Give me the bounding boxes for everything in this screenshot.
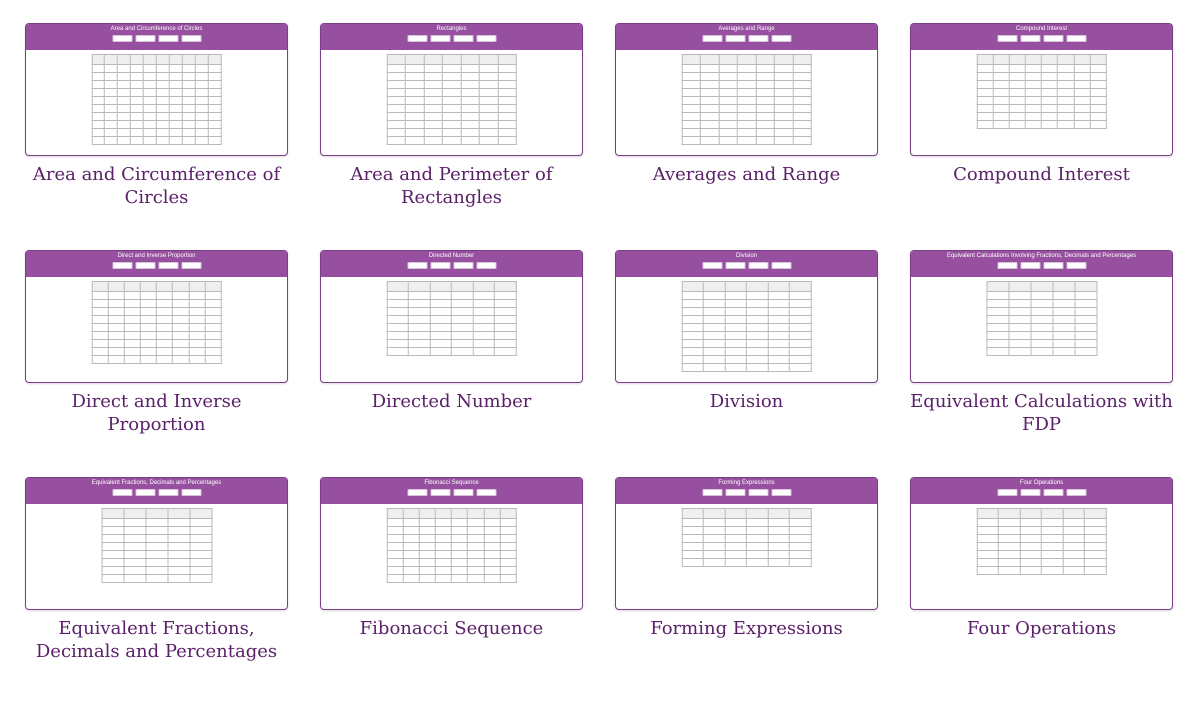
thumbnail-title: Area and Circumference of Circles [110, 26, 203, 32]
thumbnail-controls [997, 35, 1086, 42]
activity-card[interactable]: Division Division [615, 250, 878, 477]
thumbnail-controls [997, 262, 1086, 269]
thumbnail-worksheet-table [101, 508, 212, 583]
activity-title[interactable]: Equivalent Fractions, Decimals and Perce… [35, 618, 278, 662]
thumbnail-controls [702, 262, 791, 269]
thumbnail-title: Equivalent Fractions, Decimals and Perce… [91, 480, 222, 486]
activity-title[interactable]: Area and Circumference of Circles [32, 164, 281, 208]
thumbnail-header: Direct and Inverse Proportion [26, 251, 287, 277]
thumbnail-controls [702, 35, 791, 42]
thumbnail-worksheet-table [976, 54, 1107, 129]
thumbnail-worksheet-table [386, 281, 517, 356]
activity-title[interactable]: Direct and Inverse Proportion [71, 391, 242, 435]
thumbnail-worksheet-table [386, 54, 517, 145]
thumbnail-title: Forming Expressions [718, 480, 775, 486]
thumbnail-worksheet-table [681, 281, 812, 372]
activity-thumbnail[interactable]: Fibonacci Sequence [320, 477, 583, 610]
thumbnail-controls [407, 489, 496, 496]
thumbnail-controls [112, 489, 201, 496]
thumbnail-worksheet-table [976, 508, 1107, 575]
activity-card[interactable]: Averages and Range Averages and Range [615, 23, 878, 250]
thumbnail-worksheet-table [91, 54, 222, 145]
thumbnail-header: Compound Interest [911, 24, 1172, 50]
thumbnail-controls [112, 35, 201, 42]
activity-thumbnail[interactable]: Equivalent Fractions, Decimals and Perce… [25, 477, 288, 610]
activity-grid: Area and Circumference of Circles Area a… [25, 23, 1173, 704]
thumbnail-title: Averages and Range [718, 26, 775, 32]
thumbnail-title: Compound Interest [1015, 26, 1068, 32]
thumbnail-header: Forming Expressions [616, 478, 877, 504]
activity-thumbnail[interactable]: Averages and Range [615, 23, 878, 156]
thumbnail-header: Four Operations [911, 478, 1172, 504]
activity-thumbnail[interactable]: Directed Number [320, 250, 583, 383]
activity-title[interactable]: Equivalent Calculations with FDP [910, 391, 1173, 435]
thumbnail-header: Fibonacci Sequence [321, 478, 582, 504]
thumbnail-controls [407, 35, 496, 42]
thumbnail-title: Rectangles [436, 26, 467, 32]
thumbnail-controls [702, 489, 791, 496]
activity-card[interactable]: Fibonacci Sequence Fibonacci Sequence [320, 477, 583, 704]
activity-card[interactable]: Compound Interest Compound Interest [910, 23, 1173, 250]
activity-card[interactable]: Forming Expressions Forming Expressions [615, 477, 878, 704]
activity-card[interactable]: Four Operations Four Operations [910, 477, 1173, 704]
activity-title[interactable]: Area and Perimeter of Rectangles [350, 164, 553, 208]
activity-thumbnail[interactable]: Equivalent Calculations Involving Fracti… [910, 250, 1173, 383]
activity-card[interactable]: Rectangles Area and Perimeter of Rectang… [320, 23, 583, 250]
activity-card[interactable]: Area and Circumference of Circles Area a… [25, 23, 288, 250]
activity-thumbnail[interactable]: Forming Expressions [615, 477, 878, 610]
thumbnail-header: Directed Number [321, 251, 582, 277]
activity-title[interactable]: Directed Number [371, 391, 532, 412]
thumbnail-header: Equivalent Calculations Involving Fracti… [911, 251, 1172, 277]
thumbnail-header: Area and Circumference of Circles [26, 24, 287, 50]
activity-thumbnail[interactable]: Division [615, 250, 878, 383]
thumbnail-worksheet-table [986, 281, 1097, 356]
thumbnail-title: Directed Number [428, 253, 475, 259]
thumbnail-controls [407, 262, 496, 269]
thumbnail-header: Equivalent Fractions, Decimals and Perce… [26, 478, 287, 504]
thumbnail-header: Division [616, 251, 877, 277]
activity-title[interactable]: Averages and Range [652, 164, 841, 185]
thumbnail-worksheet-table [681, 54, 812, 145]
activity-card[interactable]: Directed Number Directed Number [320, 250, 583, 477]
thumbnail-worksheet-table [91, 281, 222, 364]
thumbnail-worksheet-table [681, 508, 812, 567]
activity-thumbnail[interactable]: Rectangles [320, 23, 583, 156]
thumbnail-controls [997, 489, 1086, 496]
thumbnail-header: Rectangles [321, 24, 582, 50]
activity-thumbnail[interactable]: Four Operations [910, 477, 1173, 610]
thumbnail-controls [112, 262, 201, 269]
thumbnail-title: Direct and Inverse Proportion [117, 253, 196, 259]
thumbnail-title: Four Operations [1019, 480, 1064, 486]
thumbnail-title: Equivalent Calculations Involving Fracti… [946, 253, 1137, 259]
activity-thumbnail[interactable]: Area and Circumference of Circles [25, 23, 288, 156]
thumbnail-worksheet-table [386, 508, 517, 583]
activity-title[interactable]: Forming Expressions [650, 618, 843, 639]
activity-card[interactable]: Equivalent Calculations Involving Fracti… [910, 250, 1173, 477]
thumbnail-title: Division [735, 253, 757, 259]
activity-title[interactable]: Compound Interest [953, 164, 1130, 185]
activity-thumbnail[interactable]: Direct and Inverse Proportion [25, 250, 288, 383]
thumbnail-header: Averages and Range [616, 24, 877, 50]
activity-title[interactable]: Fibonacci Sequence [359, 618, 544, 639]
activity-thumbnail[interactable]: Compound Interest [910, 23, 1173, 156]
activity-card[interactable]: Equivalent Fractions, Decimals and Perce… [25, 477, 288, 704]
activity-title[interactable]: Division [709, 391, 784, 412]
thumbnail-title: Fibonacci Sequence [424, 480, 479, 486]
activity-card[interactable]: Direct and Inverse Proportion Direct and… [25, 250, 288, 477]
activity-title[interactable]: Four Operations [966, 618, 1117, 639]
